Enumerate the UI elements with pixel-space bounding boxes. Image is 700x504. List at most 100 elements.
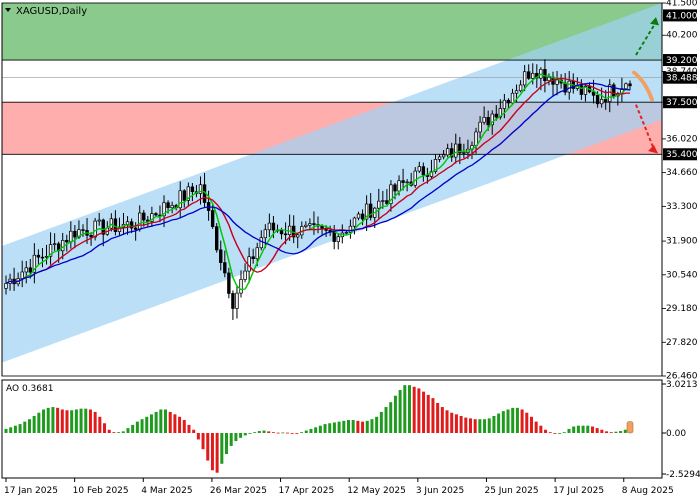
forecast-down-arrow — [635, 104, 655, 150]
candle-body — [413, 170, 417, 186]
ao-bar — [290, 432, 294, 434]
candle-body — [267, 222, 272, 231]
candle-body — [93, 220, 97, 238]
candle-body — [454, 143, 458, 158]
ao-bar — [440, 407, 444, 433]
ao-bar — [56, 407, 60, 433]
candle-body — [531, 72, 535, 79]
ao-bar — [623, 429, 627, 433]
candle-body — [133, 227, 138, 230]
candle-body — [182, 190, 186, 201]
candle-body — [304, 224, 308, 227]
ao-bar — [445, 410, 449, 433]
ao-bar — [4, 428, 8, 433]
ao-tick-label: -2.5294 — [666, 470, 700, 480]
ao-bar — [483, 419, 487, 433]
candle-body — [595, 94, 600, 105]
ao-bar — [365, 420, 369, 433]
price-label-text: 39.200 — [666, 56, 698, 66]
candle-body — [498, 108, 503, 118]
ao-bar — [407, 385, 411, 433]
ao-bar — [84, 408, 88, 433]
candle-body — [502, 99, 507, 109]
ao-bar — [149, 414, 153, 433]
forecast-down-arrowhead — [648, 145, 658, 154]
candle-body — [69, 230, 73, 243]
candle-body — [89, 234, 93, 238]
ao-bar — [478, 419, 482, 433]
ao-bar — [131, 424, 135, 433]
candle-body — [170, 205, 174, 209]
ao-panel: AO 0.3681 3.0213 0.00 -2.5294 — [1, 379, 700, 480]
ao-bar — [497, 413, 501, 433]
ao-bar — [422, 391, 426, 433]
candle-body — [356, 213, 361, 219]
ao-bar — [375, 416, 379, 433]
candle-body — [608, 84, 612, 102]
ao-tick-label: 0.00 — [666, 429, 686, 439]
ao-bar — [253, 432, 257, 433]
price-label-box — [663, 96, 697, 109]
ao-bar — [534, 421, 538, 433]
candle-body — [65, 240, 69, 243]
candle-body — [397, 180, 401, 192]
candle-body — [235, 292, 239, 309]
ao-bar — [511, 407, 515, 433]
candle-body — [364, 203, 369, 220]
candle-body — [527, 71, 531, 79]
ao-bar — [586, 425, 590, 433]
ao-bar — [243, 432, 247, 436]
candle-body — [445, 148, 450, 156]
ao-bar — [126, 428, 130, 433]
ao-bar — [553, 432, 557, 434]
forecast-up-arrow — [635, 21, 657, 56]
ao-bar — [454, 414, 458, 433]
candle-body — [40, 256, 45, 259]
candle-body — [73, 230, 77, 238]
candle-body — [150, 213, 154, 222]
candle-body — [186, 186, 191, 201]
ao-bar — [361, 421, 365, 433]
ao-bar — [65, 410, 69, 433]
candle-body — [138, 212, 142, 230]
ao-bar — [154, 411, 158, 433]
x-tick-label: 3 Jun 2025 — [416, 486, 464, 496]
price-tick-label: 40.200 — [666, 31, 698, 41]
ao-bar — [464, 417, 468, 433]
candle-body — [518, 84, 523, 92]
price-label-text: 35.400 — [666, 150, 698, 160]
candle-body — [506, 99, 511, 104]
candle-body — [385, 200, 389, 204]
ao-bar — [60, 409, 64, 433]
candle-body — [486, 116, 490, 126]
candle-body — [417, 166, 421, 172]
ao-bar — [318, 425, 322, 433]
ao-bar — [276, 432, 280, 434]
candle-body — [190, 186, 195, 193]
candle-body — [109, 218, 114, 229]
header-layer[interactable]: XAGUSD,Daily — [5, 6, 87, 17]
ao-bar — [314, 427, 318, 433]
price-label-text: 37.500 — [666, 98, 698, 108]
axes-layer: 41.50040.20038.74037.50036.02034.66033.3… — [1, 0, 698, 496]
ao-bar — [201, 432, 205, 450]
candle-body — [405, 181, 409, 184]
candle-body — [628, 83, 632, 87]
ao-bar — [281, 432, 285, 434]
candle-body — [296, 234, 300, 238]
candle-body — [522, 71, 527, 86]
ao-bar — [18, 424, 22, 433]
candle-body — [251, 256, 255, 260]
candle-body — [154, 213, 158, 216]
ao-bar — [600, 429, 604, 433]
ao-bar — [370, 419, 374, 433]
ao-bar — [32, 415, 36, 433]
ao-bar — [558, 432, 562, 434]
candle-body — [52, 243, 57, 245]
candle-body — [32, 254, 37, 273]
ao-tick-label: 3.0213 — [666, 380, 698, 390]
candle-body — [223, 262, 227, 274]
forecast-up-arrowhead — [650, 17, 659, 26]
ma-green-line — [5, 73, 631, 291]
triangle-down-icon[interactable] — [5, 8, 11, 12]
